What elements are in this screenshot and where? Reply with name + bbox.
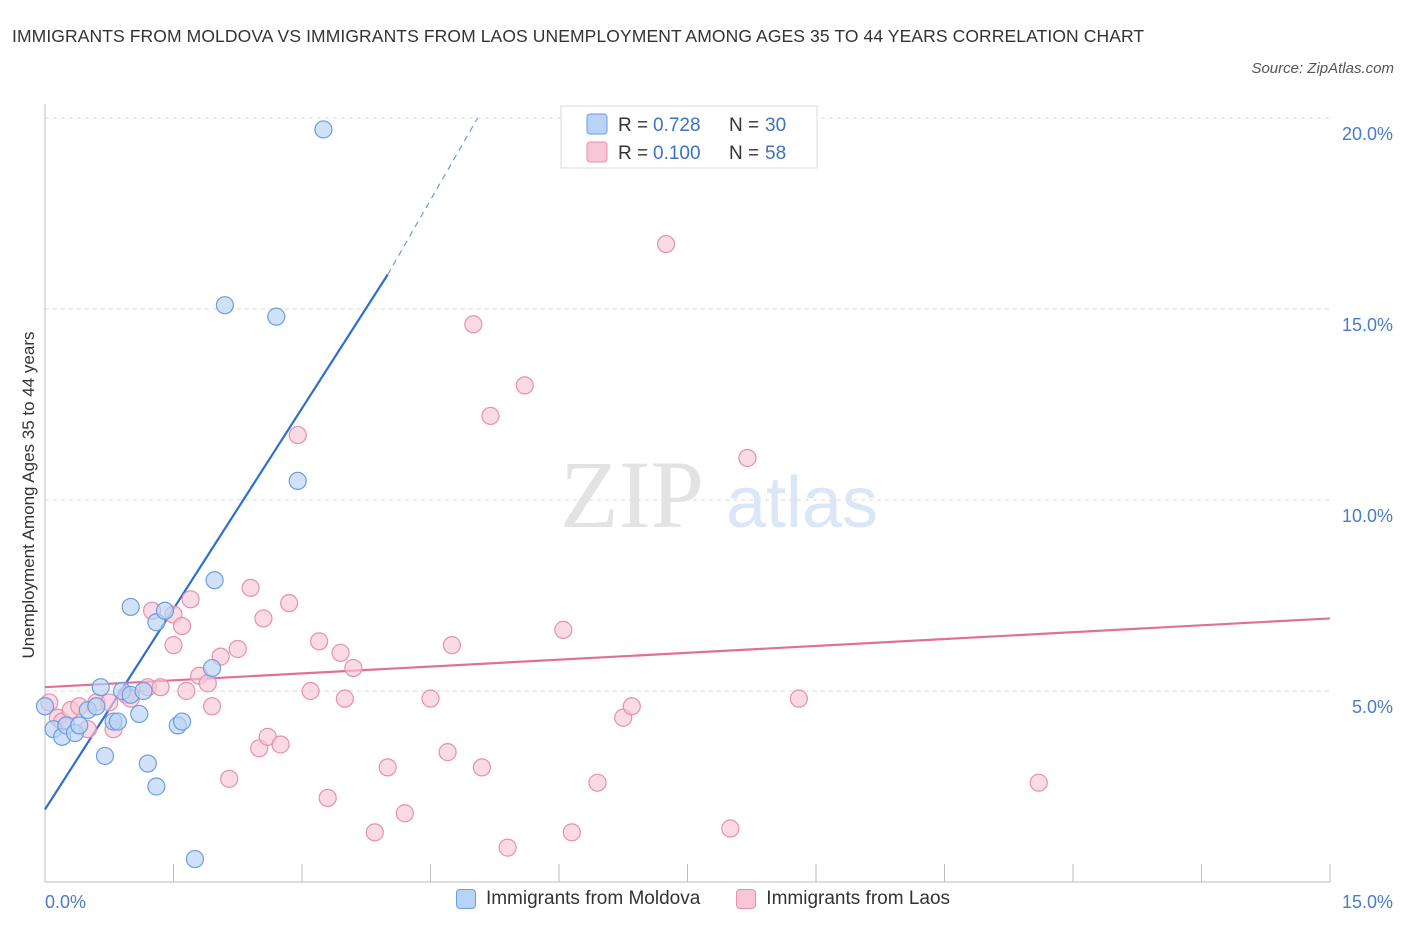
legend-swatch-laos	[736, 889, 757, 909]
laos-point	[220, 769, 239, 788]
moldova-point	[108, 712, 127, 731]
chart-title: IMMIGRANTS FROM MOLDOVA VS IMMIGRANTS FR…	[12, 26, 1145, 46]
series-legend: Immigrants from Moldova Immigrants from …	[0, 888, 1406, 910]
laos-point	[301, 681, 320, 701]
laos-point	[254, 609, 273, 628]
laos-point	[721, 819, 740, 838]
moldova-point	[202, 658, 222, 678]
laos-point	[202, 697, 222, 716]
legend-r-value-moldova: 0.728	[653, 115, 701, 136]
laos-point	[335, 689, 354, 708]
laos-point	[738, 448, 757, 468]
legend-swatch-laos	[586, 141, 608, 163]
laos-point	[310, 632, 329, 651]
correlation-legend: R = 0.728 N = 30 R = 0.100 N = 58	[560, 105, 818, 169]
watermark-atlas: atlas	[726, 463, 878, 543]
laos-point	[515, 376, 534, 395]
laos-trend-line	[44, 617, 1331, 689]
grid	[45, 117, 1330, 692]
laos-point	[177, 681, 196, 701]
laos-point	[562, 823, 581, 842]
moldova-point	[155, 601, 175, 620]
laos-point	[481, 406, 500, 426]
laos-point	[280, 594, 299, 613]
moldova-point	[215, 296, 234, 315]
moldova-point	[138, 754, 157, 773]
laos-point	[228, 639, 247, 659]
moldova-point	[70, 716, 89, 735]
moldova-trend-line	[44, 274, 389, 811]
laos-point	[789, 689, 808, 708]
laos-point	[365, 823, 384, 842]
laos-point	[271, 735, 290, 754]
moldova-point	[95, 746, 115, 766]
tick-labels: 5.0% 10.0% 15.0% 20.0% 0.0% 15.0%	[45, 124, 1393, 912]
laos-point	[421, 689, 440, 708]
x-tick-label: 0.0%	[45, 892, 86, 912]
laos-point	[622, 697, 641, 716]
y-tick-label: 20.0%	[1342, 124, 1393, 144]
y-axis-title: Unemployment Among Ages 35 to 44 years	[19, 332, 38, 659]
laos-point	[198, 674, 217, 693]
watermark: ZIP atlas	[560, 441, 878, 548]
moldova-point	[314, 120, 333, 139]
laos-point	[588, 773, 607, 792]
moldova-point	[205, 571, 224, 590]
laos-point	[164, 636, 183, 655]
moldova-point	[134, 681, 153, 701]
legend-item-moldova: Immigrants from Moldova	[455, 888, 701, 910]
legend-label-laos: Immigrants from Laos	[766, 888, 951, 909]
legend-n-value-laos: 58	[765, 143, 786, 164]
axes	[44, 104, 1331, 883]
moldova-point	[147, 777, 166, 796]
laos-point	[464, 315, 483, 334]
x-tick-label: 15.0%	[1342, 892, 1393, 912]
legend-r-label-moldova: R =	[618, 115, 648, 136]
laos-point	[554, 620, 573, 639]
laos-point	[172, 616, 192, 636]
legend-n-value-moldova: 30	[765, 115, 786, 136]
legend-item-laos: Immigrants from Laos	[736, 888, 950, 910]
laos-point	[181, 590, 200, 609]
y-tick-label: 15.0%	[1342, 315, 1393, 335]
moldova-point	[267, 307, 286, 326]
laos-point	[1029, 773, 1048, 792]
moldova-point	[185, 849, 205, 869]
laos-point	[395, 804, 414, 823]
laos-point	[498, 838, 517, 857]
legend-label-moldova: Immigrants from Moldova	[485, 888, 701, 909]
laos-point	[472, 758, 491, 777]
moldova-point	[121, 597, 140, 617]
laos-point	[331, 643, 350, 662]
moldova-point	[172, 712, 192, 731]
legend-n-label-laos: N =	[729, 143, 759, 164]
y-tick-label: 10.0%	[1342, 506, 1393, 526]
trend-lines	[44, 117, 1331, 811]
laos-point	[344, 658, 363, 678]
moldova-trend-extension	[387, 117, 479, 275]
moldova-point	[288, 471, 307, 490]
legend-swatch-moldova	[455, 889, 476, 909]
legend-r-value-laos: 0.100	[653, 143, 701, 164]
source-note: Source: ZipAtlas.com	[1251, 60, 1394, 77]
laos-point	[318, 788, 337, 808]
laos-point	[378, 758, 397, 777]
moldova-point	[130, 704, 149, 724]
moldova-point	[87, 697, 106, 716]
laos-point	[241, 578, 260, 597]
laos-point	[288, 425, 307, 445]
data-points	[35, 120, 1048, 869]
laos-point	[442, 636, 462, 655]
laos-point	[438, 743, 457, 762]
legend-swatch-moldova	[586, 113, 608, 135]
legend-r-label-laos: R =	[618, 143, 648, 164]
laos-point	[656, 234, 676, 254]
y-tick-label: 5.0%	[1352, 697, 1393, 717]
watermark-zip: ZIP	[560, 441, 704, 548]
moldova-point	[35, 697, 55, 716]
laos-point	[151, 678, 170, 697]
moldova-point	[91, 678, 110, 697]
legend-n-label-moldova: N =	[729, 115, 759, 136]
